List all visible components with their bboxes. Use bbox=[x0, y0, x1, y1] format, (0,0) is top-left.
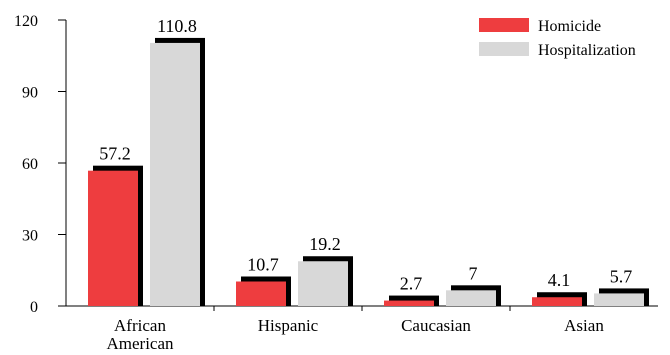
x-category-label: African bbox=[114, 316, 166, 335]
x-category-label: Asian bbox=[564, 316, 604, 335]
data-label: 57.2 bbox=[99, 144, 131, 164]
bar-hospitalization bbox=[446, 290, 496, 306]
data-label: 10.7 bbox=[247, 254, 279, 274]
bar-homicide bbox=[384, 300, 434, 306]
y-tick-label: 90 bbox=[22, 85, 38, 102]
data-label: 4.1 bbox=[548, 270, 571, 290]
x-category-label: American bbox=[106, 334, 174, 353]
y-tick-label: 0 bbox=[30, 299, 38, 316]
data-label: 5.7 bbox=[610, 266, 633, 286]
x-category-label: Caucasian bbox=[401, 316, 471, 335]
data-label: 19.2 bbox=[309, 234, 341, 254]
data-label: 2.7 bbox=[400, 274, 423, 294]
data-label: 7 bbox=[469, 263, 478, 283]
y-tick-label: 60 bbox=[22, 156, 38, 173]
y-tick-label: 30 bbox=[22, 228, 38, 245]
y-tick-label: 120 bbox=[14, 13, 38, 30]
bar-hospitalization bbox=[594, 293, 644, 306]
bar-hospitalization bbox=[298, 261, 348, 306]
bar-homicide bbox=[532, 297, 582, 306]
legend-label: Homicide bbox=[538, 18, 601, 35]
bar-homicide bbox=[236, 281, 286, 306]
legend-swatch bbox=[479, 42, 529, 56]
legend-swatch bbox=[479, 18, 529, 32]
bar-homicide bbox=[88, 170, 138, 306]
chart-bars bbox=[88, 37, 649, 306]
bar-hospitalization bbox=[150, 42, 200, 306]
data-label: 110.8 bbox=[157, 16, 197, 36]
chart-legend: Homicide Hospitalization bbox=[479, 18, 636, 59]
x-category-label: Hispanic bbox=[258, 316, 319, 335]
legend-label: Hospitalization bbox=[538, 42, 636, 59]
